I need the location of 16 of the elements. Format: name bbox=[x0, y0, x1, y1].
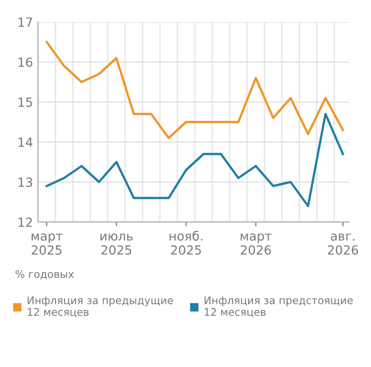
legend-label: Инфляция за предыдущие 12 месяцев bbox=[28, 296, 173, 318]
y-tick-label: 13 bbox=[18, 177, 32, 187]
y-tick-label: 12 bbox=[18, 217, 32, 227]
legend-label: Инфляция за предстоящие 12 месяцев bbox=[204, 296, 353, 318]
line-series bbox=[46, 40, 344, 140]
text: % годовых bbox=[16, 270, 74, 280]
x-tick-label: авг. 2026 bbox=[328, 234, 358, 255]
x-tick-label: март 2026 bbox=[240, 234, 272, 255]
y-tick-label: 15 bbox=[18, 98, 32, 107]
x-tick-label: нояб. 2025 bbox=[170, 230, 202, 255]
y-tick-label: 17 bbox=[18, 18, 32, 27]
y-tick-label: 14 bbox=[18, 138, 32, 147]
x-tick-label: июль 2025 bbox=[100, 234, 133, 255]
line-series bbox=[46, 112, 344, 208]
x-tick-label: март 2025 bbox=[32, 234, 62, 255]
y-tick-label: 16 bbox=[18, 57, 32, 67]
